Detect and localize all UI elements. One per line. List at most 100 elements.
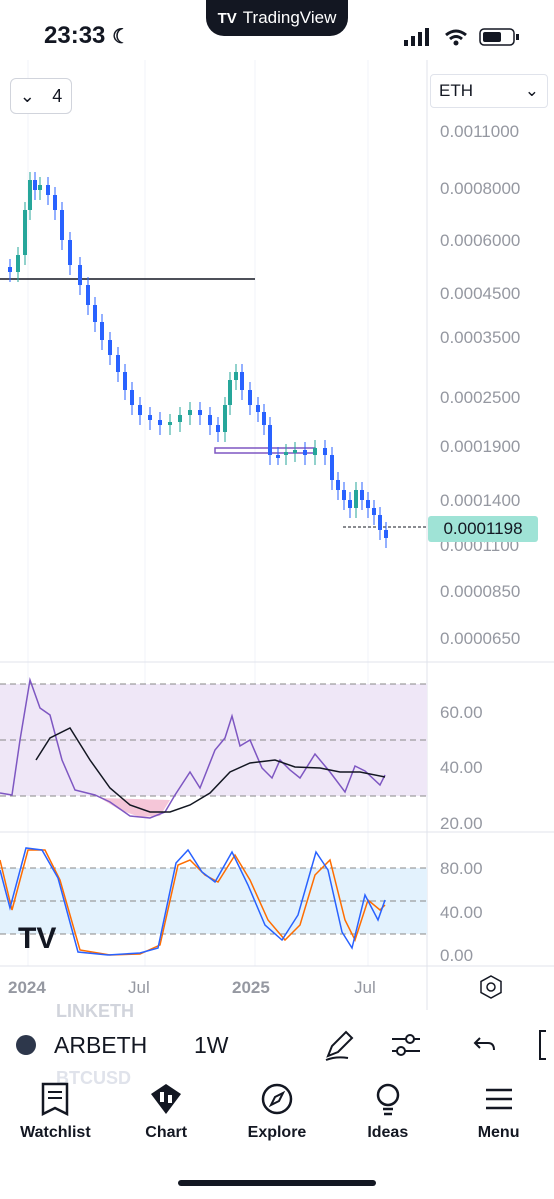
price-label: 0.0006000 <box>440 231 521 250</box>
candle-body <box>148 415 152 420</box>
candle-body <box>188 410 192 415</box>
candle-body <box>198 410 202 415</box>
candle-body <box>208 415 212 425</box>
draw-pen-icon[interactable] <box>322 1028 356 1062</box>
price-label: 0.0003500 <box>440 328 521 347</box>
candle-body <box>293 450 297 453</box>
price-label: 0.0001400 <box>440 491 521 510</box>
legend-toggle-button[interactable]: ⌄ 4 <box>10 78 72 114</box>
candle-body <box>372 508 376 515</box>
tab-menu[interactable]: Menu <box>449 1082 549 1142</box>
tab-explore[interactable]: Explore <box>227 1082 327 1142</box>
symbol-button[interactable]: ARBETH <box>54 1031 148 1058</box>
indicators-sliders-icon[interactable] <box>390 1029 422 1061</box>
range-box-drawing <box>214 447 316 454</box>
home-indicator <box>178 1180 376 1186</box>
candle-body <box>303 450 307 455</box>
candle-body <box>216 425 220 432</box>
tab-label: Watchlist <box>20 1124 91 1141</box>
compass-icon <box>261 1083 293 1115</box>
candle-body <box>16 255 20 272</box>
last-price-badge: 0.0001198 <box>428 516 538 542</box>
chart-canvas[interactable]: TV <box>0 60 554 1010</box>
candle-body <box>354 490 358 508</box>
time-axis-label: Jul <box>354 978 376 997</box>
status-icons <box>404 28 519 46</box>
candle-body <box>100 322 104 340</box>
battery-icon <box>479 28 519 46</box>
candle-body <box>116 355 120 372</box>
tab-label: Explore <box>247 1124 307 1141</box>
candle-body <box>248 390 252 405</box>
tab-ideas[interactable]: Ideas <box>338 1082 438 1142</box>
fullscreen-icon[interactable] <box>536 1029 554 1061</box>
candle-body <box>342 490 346 500</box>
tradingview-watermark: TV <box>18 922 56 955</box>
candle-body <box>313 448 317 455</box>
undo-icon[interactable] <box>472 1032 498 1058</box>
status-time: 23:33 ☾ <box>44 22 130 49</box>
grid-lines <box>27 60 369 966</box>
candle-body <box>330 455 334 480</box>
rsi-line <box>0 677 386 819</box>
chart-settings-hexagon-icon[interactable] <box>478 974 504 1000</box>
candle-body <box>108 340 112 355</box>
tab-watchlist[interactable]: Watchlist <box>5 1082 105 1142</box>
time-axis-label: Jul <box>128 978 150 997</box>
symbol-hint-above: LINKETH <box>56 1001 134 1021</box>
chart-icon <box>151 1084 182 1114</box>
moon-icon: ☾ <box>112 26 130 48</box>
candle-body <box>262 412 266 425</box>
rsi-axis-label: 20.00 <box>440 814 483 833</box>
candle-body <box>138 405 142 415</box>
candle-body <box>46 185 50 195</box>
candle-body <box>130 390 134 405</box>
stoch-axis-label: 40.00 <box>440 903 483 922</box>
wifi-icon <box>445 29 467 46</box>
candle-body <box>123 372 127 390</box>
candle-body <box>336 480 340 490</box>
tradingview-logo-icon: TV <box>217 9 237 27</box>
tab-label: Ideas <box>367 1124 409 1141</box>
price-label: 0.0000850 <box>440 582 521 601</box>
stoch-axis-label: 80.00 <box>440 859 483 878</box>
candle-body <box>53 195 57 210</box>
tab-chart[interactable]: Chart <box>116 1082 216 1142</box>
chart-toolbar: ARBETH 1W <box>0 1016 554 1074</box>
candle-body <box>360 490 364 500</box>
candle-body <box>284 452 288 455</box>
candle-body <box>256 405 260 412</box>
signal-icon <box>404 28 429 46</box>
symbol-hint-below: BTCUSD <box>56 1068 131 1088</box>
app-pill: TV TradingView <box>206 0 348 36</box>
price-label: 0.0002500 <box>440 388 521 407</box>
price-label: 0.0001900 <box>440 437 521 456</box>
candle-body <box>33 180 37 190</box>
candle-body <box>38 185 42 190</box>
candle-body <box>78 265 82 285</box>
candle-body <box>60 210 64 240</box>
price-label: 0.0000650 <box>440 629 521 648</box>
candle-body <box>178 415 182 422</box>
price-label: 0.0004500 <box>440 284 521 303</box>
stoch-k-line <box>0 847 386 956</box>
interval-button[interactable]: 1W <box>194 1031 229 1058</box>
candle-body <box>268 425 272 455</box>
stoch-axis-label: 0.00 <box>440 946 474 965</box>
candle-body <box>158 420 162 425</box>
price-candles <box>8 172 388 548</box>
price-label: 0.0008000 <box>440 179 521 198</box>
tab-label: Menu <box>477 1124 520 1141</box>
quote-currency-select[interactable]: ETH ⌄ <box>430 74 548 108</box>
bottom-tab-bar: Watchlist Chart Explore Ideas Menu <box>0 1082 554 1162</box>
candle-body <box>234 372 238 380</box>
candle-body <box>228 380 232 405</box>
rsi-ma-line <box>35 727 386 813</box>
candle-body <box>93 305 97 322</box>
chevron-down-icon: ⌄ <box>19 85 35 106</box>
stoch-d-line <box>0 849 386 956</box>
candle-body <box>86 285 90 305</box>
price-label: 0.0011000 <box>440 122 520 141</box>
symbol-logo-icon <box>16 1035 36 1055</box>
time-axis-label: 2025 <box>232 978 270 997</box>
